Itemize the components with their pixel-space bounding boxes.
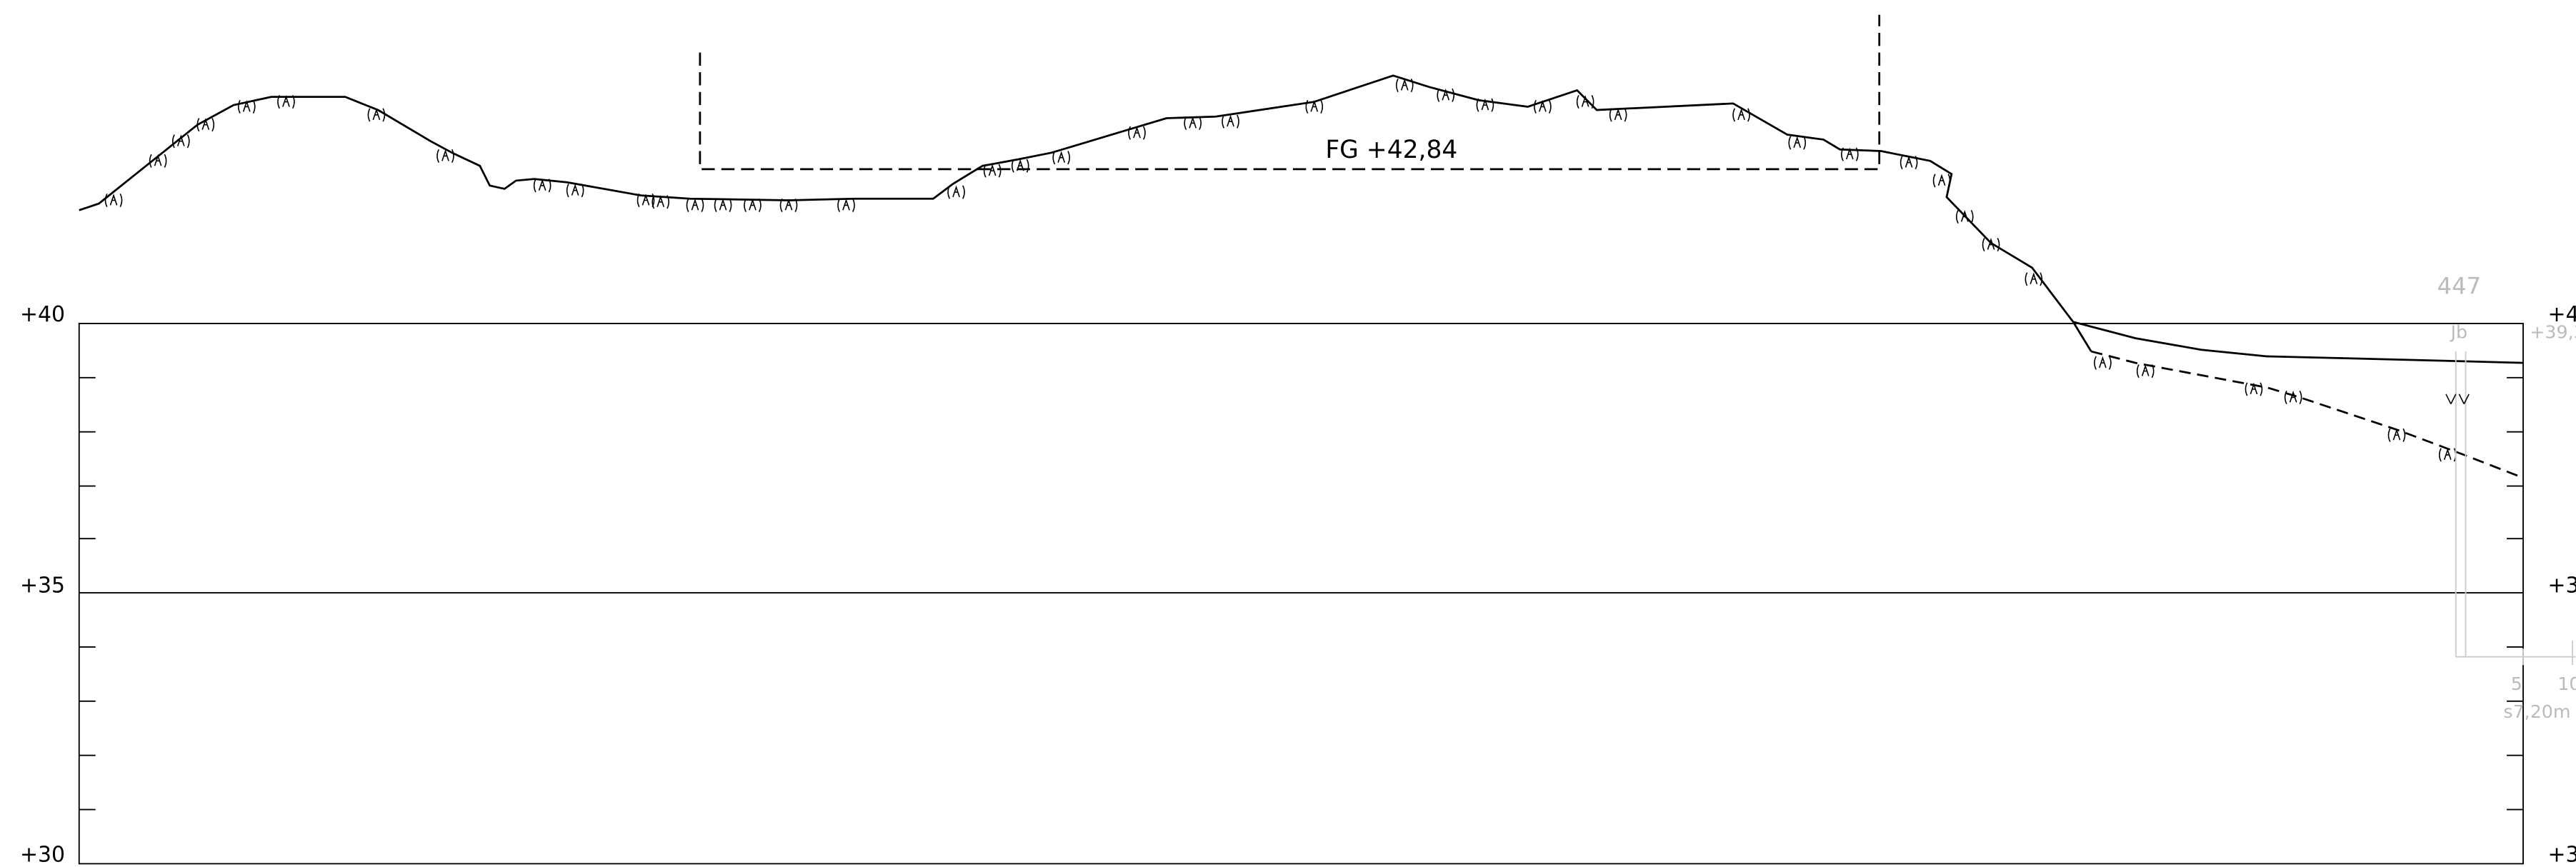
design-line <box>2072 321 2524 364</box>
borehole: 447 Jb +39,3 5 10 s7,20m <box>2437 272 2576 722</box>
formation-grade <box>699 14 1881 171</box>
frame <box>78 323 2524 865</box>
vegetation-symbols <box>104 78 2457 462</box>
fg-label: FG +42,84 <box>1325 136 1457 164</box>
scale-tick: 10 <box>2557 673 2576 694</box>
borehole-number: 447 <box>2437 272 2481 299</box>
ticks <box>79 376 2524 811</box>
borehole-elevation: +39,3 <box>2530 322 2576 343</box>
terrain-projected <box>2090 350 2524 479</box>
elevation-label: +40 <box>2548 302 2576 327</box>
borehole-depth: s7,20m <box>2503 701 2570 722</box>
elevation-label: +30 <box>2548 842 2576 867</box>
elevation-label: +35 <box>20 573 65 598</box>
elevation-label: +40 <box>20 302 65 327</box>
terrain <box>79 74 2092 352</box>
elevation-label: +30 <box>20 842 65 867</box>
elevation-label: +35 <box>2548 573 2576 598</box>
soil-code: Jb <box>2450 322 2468 343</box>
scale-tick: 5 <box>2511 673 2522 694</box>
